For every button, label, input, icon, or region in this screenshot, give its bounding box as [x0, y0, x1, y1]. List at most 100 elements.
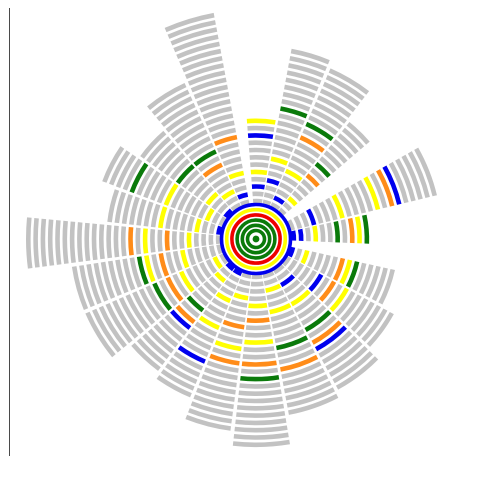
- ring-arc-gray: [193, 180, 210, 198]
- ring-arc-gray: [140, 130, 167, 159]
- ring-arc-gray: [190, 401, 233, 417]
- sector-12: [156, 267, 243, 398]
- ring-arc-gray: [240, 367, 279, 375]
- ring-arc-gray: [276, 269, 290, 281]
- ring-arc-gray: [319, 254, 331, 275]
- ring-arc-gray: [270, 309, 295, 322]
- ring-arc-gray: [225, 163, 243, 173]
- ring-arc-gray: [267, 296, 288, 308]
- ring-arc-green: [305, 121, 334, 142]
- ring-arc-gray: [228, 306, 247, 316]
- center-dot: [252, 235, 260, 243]
- ring-arc-gray: [193, 394, 234, 410]
- ring-arc-yellow: [248, 302, 268, 309]
- ring-arc-gray: [284, 374, 329, 394]
- ring-arc-gray: [313, 253, 324, 271]
- ring-arc-gray: [248, 140, 273, 147]
- ring-arc-gray: [340, 294, 362, 322]
- ring-arc-gray: [251, 176, 267, 183]
- ring-arc-gray: [334, 290, 356, 317]
- ring-arc-gray: [136, 198, 147, 226]
- ring-arc-orange: [376, 169, 395, 207]
- ring-arc-gray: [286, 284, 306, 300]
- ring-arc-orange: [347, 217, 355, 244]
- ring-arc-gray: [281, 361, 322, 379]
- ring-arc-orange: [213, 134, 238, 147]
- ring-arc-gray: [179, 129, 208, 150]
- ring-arc-gray: [365, 265, 381, 298]
- ring-arc-gray: [350, 183, 367, 214]
- ring-arc-yellow: [250, 169, 268, 176]
- ring-arc-gray: [152, 141, 176, 168]
- ring-arc-gray: [84, 222, 91, 262]
- ring-arc-gray: [206, 360, 239, 373]
- ring-arc-gray: [174, 122, 205, 144]
- ring-arc-gray: [296, 141, 321, 159]
- ring-arc-yellow: [300, 249, 310, 265]
- ring-arc-gray: [182, 55, 223, 73]
- ring-arc-gray: [181, 300, 200, 319]
- ring-arc-gray: [176, 41, 220, 59]
- ring-arc-gray: [169, 357, 201, 378]
- ring-arc-gray: [62, 220, 69, 264]
- ring-arc-gray: [199, 261, 212, 279]
- ring-arc-gray: [262, 270, 275, 279]
- ring-arc-yellow: [354, 216, 362, 244]
- ring-arc-gray: [234, 185, 247, 193]
- ring-arc-gray: [216, 182, 233, 195]
- ring-arc-gray: [185, 267, 201, 288]
- ring-arc-gray: [286, 219, 296, 231]
- ring-arc-gray: [164, 12, 215, 33]
- ring-arc-gray: [225, 312, 246, 323]
- ring-arc-blue: [308, 273, 324, 292]
- ring-arc-gray: [145, 285, 167, 316]
- ring-arc-gray: [199, 99, 231, 113]
- ring-arc-blue: [170, 309, 192, 330]
- ring-arc-gray: [271, 315, 299, 329]
- ring-arc-gray: [55, 220, 62, 265]
- ring-arc-gray: [237, 396, 283, 404]
- ring-arc-gray: [325, 340, 363, 371]
- ring-arc-gray: [209, 245, 217, 258]
- ring-arc-gray: [247, 310, 269, 316]
- ring-arc-gray: [120, 226, 127, 257]
- ring-arc-gray: [232, 439, 290, 448]
- ring-arc-green: [304, 310, 332, 332]
- ring-arc-gray: [290, 155, 312, 171]
- core-ring-green: [245, 228, 267, 250]
- ring-arc-gray: [216, 142, 239, 153]
- ring-arc-gray: [212, 346, 241, 359]
- ring-arc-gray: [278, 207, 287, 216]
- ring-arc-gray: [93, 262, 109, 302]
- ring-arc-gray: [249, 295, 267, 302]
- ring-arc-gray: [323, 150, 342, 169]
- ring-arc-orange: [332, 257, 346, 282]
- ring-arc-yellow: [198, 315, 220, 331]
- ring-arc-gray: [242, 353, 276, 360]
- ring-arc-gray: [282, 201, 293, 212]
- ring-arc-gray: [187, 215, 195, 232]
- ring-arc-gray: [185, 414, 232, 431]
- ring-arc-gray: [205, 259, 218, 274]
- ring-arc-blue: [382, 165, 402, 205]
- ring-arc-green: [275, 335, 309, 351]
- ring-arc-gray: [114, 191, 127, 224]
- ring-arc-yellow: [312, 225, 319, 242]
- ring-arc-gray: [281, 175, 299, 188]
- ring-arc-gray: [170, 187, 185, 209]
- ring-arc-gray: [299, 212, 310, 228]
- ring-arc-blue: [251, 184, 265, 190]
- sector-8: [272, 263, 379, 390]
- ring-arc-gray: [203, 309, 223, 324]
- ring-arc-gray: [288, 63, 325, 78]
- sunburst-sectors: [26, 12, 437, 448]
- ring-arc-yellow: [244, 338, 274, 345]
- ring-arc-gray: [129, 196, 140, 225]
- ring-arc-gray: [326, 256, 338, 278]
- ring-arc-gray: [322, 81, 361, 107]
- ring-arc-gray: [169, 158, 191, 181]
- ring-arc-yellow: [287, 196, 298, 207]
- ring-arc-orange: [202, 162, 223, 178]
- core-ring-yellow: [224, 207, 288, 271]
- ring-arc-gray: [319, 156, 337, 174]
